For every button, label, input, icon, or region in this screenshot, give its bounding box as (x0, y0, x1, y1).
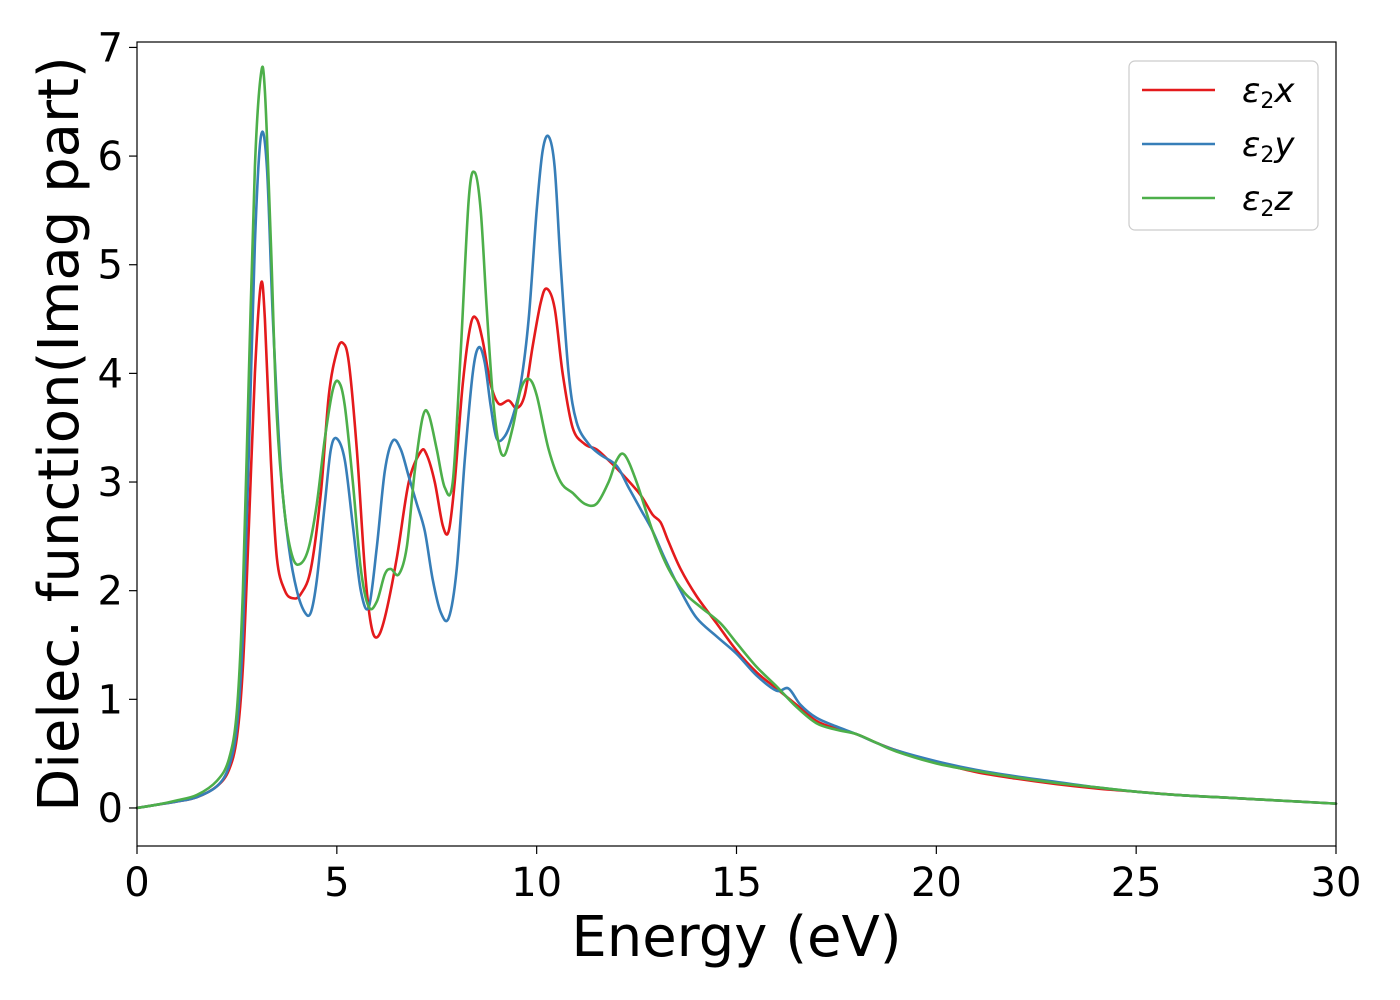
legend-label-z: ε2z (1242, 179, 1293, 222)
legend-label-x: ε2x (1242, 71, 1295, 114)
series-line-z (135, 65, 1338, 810)
series-layer (135, 65, 1338, 810)
y-axis-label: Dielec. function(Imag part) (27, 56, 92, 812)
x-tick-label: 0 (124, 860, 149, 906)
x-tick-label: 30 (1311, 860, 1362, 906)
y-axis: 0 1 2 3 4 5 6 7 (98, 25, 137, 832)
y-tick-label: 7 (98, 25, 123, 71)
legend-box (1128, 60, 1319, 231)
y-tick-label: 0 (98, 786, 123, 832)
y-tick-label: 6 (98, 134, 123, 180)
x-axis-label: Energy (eV) (571, 905, 901, 970)
x-tick-label: 5 (324, 860, 349, 906)
x-tick-label: 10 (511, 860, 562, 906)
y-tick-label: 1 (98, 677, 123, 723)
series-line-x (135, 280, 1338, 810)
x-tick-label: 25 (1111, 860, 1162, 906)
y-tick-label: 4 (98, 351, 123, 397)
x-tick-label: 20 (911, 860, 962, 906)
legend: ε2x ε2y ε2z (1128, 60, 1319, 231)
legend-label-y: ε2y (1242, 125, 1295, 168)
y-tick-label: 5 (98, 243, 123, 289)
series-line-y (135, 130, 1338, 810)
x-tick-label: 15 (711, 860, 762, 906)
y-tick-label: 3 (98, 460, 123, 506)
x-axis: 0 5 10 15 20 25 30 (124, 846, 1361, 906)
y-tick-label: 2 (98, 569, 123, 615)
